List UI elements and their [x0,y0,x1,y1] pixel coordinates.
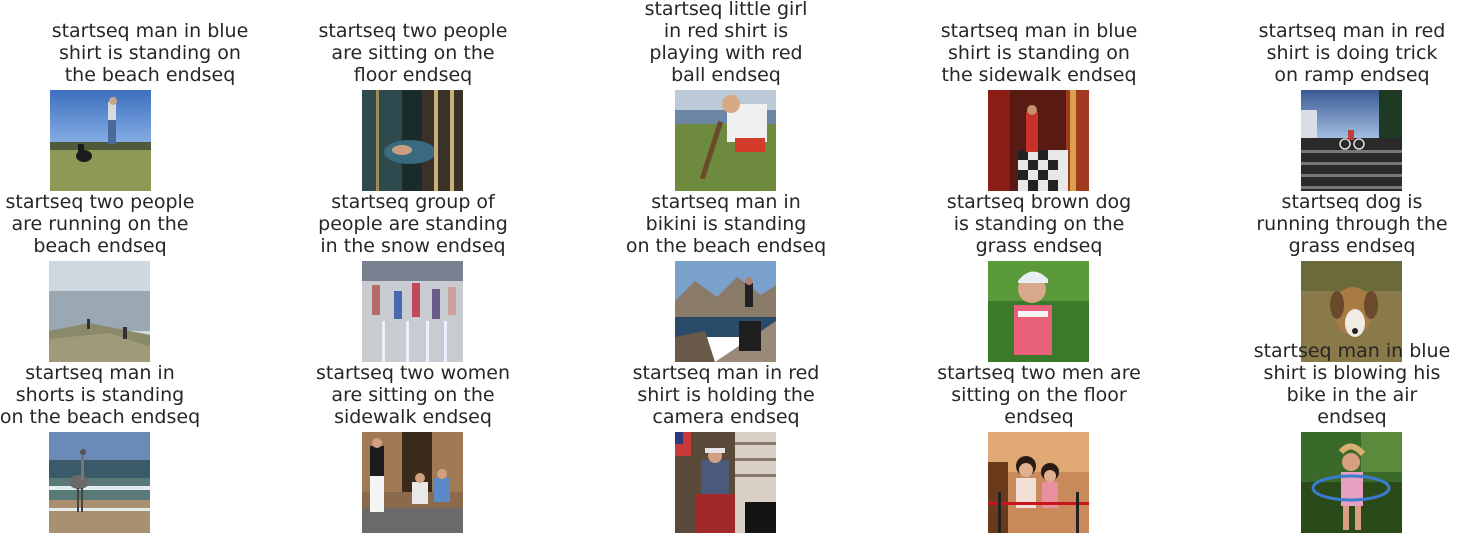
photo-bike-stairs [1301,90,1402,191]
caption: startseq man in red shirt is holding the… [632,362,820,428]
photo-girl-pink [988,261,1089,362]
photo-mountain-lake [675,261,776,362]
caption: startseq group of people are standing in… [318,191,508,257]
photo-dark-sleeping [362,90,463,191]
photo-kids-rope [988,432,1089,533]
caption: startseq man in blue shirt is standing o… [940,20,1138,86]
photo-store-man [675,432,776,533]
caption: startseq brown dog is standing on the gr… [946,191,1132,257]
caption: startseq two men are sitting on the floo… [937,362,1141,428]
photo-heron [49,432,150,533]
caption: startseq little girl in red shirt is pla… [644,0,808,86]
photo-beagle [1301,261,1402,362]
caption: startseq two people are running on the b… [5,191,195,257]
caption: startseq man in blue shirt is standing o… [51,20,249,86]
caption: startseq man in bikini is standing on th… [625,191,827,257]
caption: startseq man in red shirt is doing trick… [1258,20,1446,86]
caption: startseq man in blue shirt is blowing hi… [1253,340,1451,428]
caption: startseq two people are sitting on the f… [318,20,508,86]
caption: startseq man in shorts is standing on th… [0,362,201,428]
photo-boy-bat-grass [675,90,776,191]
photo-foggy-coast [49,261,150,362]
photo-red-room [988,90,1089,191]
photo-sitting-street [362,432,463,533]
photo-man-dog-field [50,90,151,191]
caption: startseq two women are sitting on the si… [316,362,510,428]
photo-girl-hoop [1301,432,1402,533]
photo-fountain-kids [362,261,463,362]
caption: startseq dog is running through the gras… [1256,191,1448,257]
